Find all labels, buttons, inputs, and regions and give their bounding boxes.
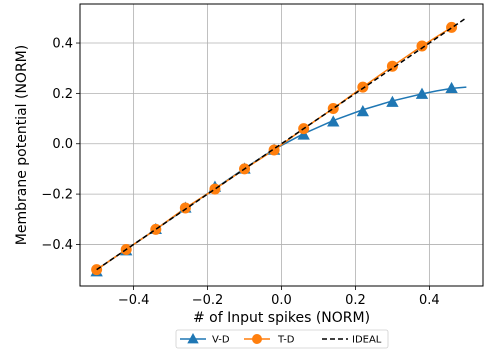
legend: V-D T-D IDEAL <box>175 329 389 349</box>
x-tick-label: 0.0 <box>271 293 292 308</box>
legend-label: T-D <box>277 335 295 346</box>
data-point-v-d <box>356 105 370 117</box>
data-point-t-d <box>357 81 369 93</box>
data-point-t-d <box>386 60 398 72</box>
x-axis-label: # of Input spikes (NORM) <box>193 310 370 326</box>
x-tick-label: −0.2 <box>192 293 224 308</box>
data-point-v-d <box>445 81 458 94</box>
x-tick-label: 0.4 <box>419 293 440 308</box>
data-point-v-d <box>415 87 429 99</box>
data-point-t-d <box>416 40 428 52</box>
x-tick-label: 0.2 <box>345 293 366 308</box>
y-tick-label: −0.2 <box>41 188 73 203</box>
y-tick-label: 0.0 <box>52 137 73 152</box>
data-point-t-d <box>209 183 221 195</box>
legend-box <box>175 329 389 349</box>
y-axis-label: Membrane potential (NORM) <box>14 45 30 245</box>
y-tick-label: 0.4 <box>52 37 73 52</box>
x-tick-label: −0.4 <box>118 293 150 308</box>
ticks: −0.4 −0.2 0.0 0.2 0.4 −0.4 −0.2 0.0 0.2 0.4 <box>41 37 439 308</box>
legend-label: IDEAL <box>352 335 382 346</box>
legend-marker-triangle <box>187 333 199 344</box>
legend-label: V-D <box>212 335 230 346</box>
series-line-ideal <box>96 17 467 271</box>
legend-marker-circle <box>252 334 262 344</box>
data-point-v-d <box>327 115 340 127</box>
y-tick-label: 0.2 <box>52 87 73 102</box>
series-layer <box>90 17 467 277</box>
data-point-t-d <box>179 202 191 214</box>
y-tick-label: −0.4 <box>41 238 73 253</box>
data-point-v-d <box>386 95 399 107</box>
